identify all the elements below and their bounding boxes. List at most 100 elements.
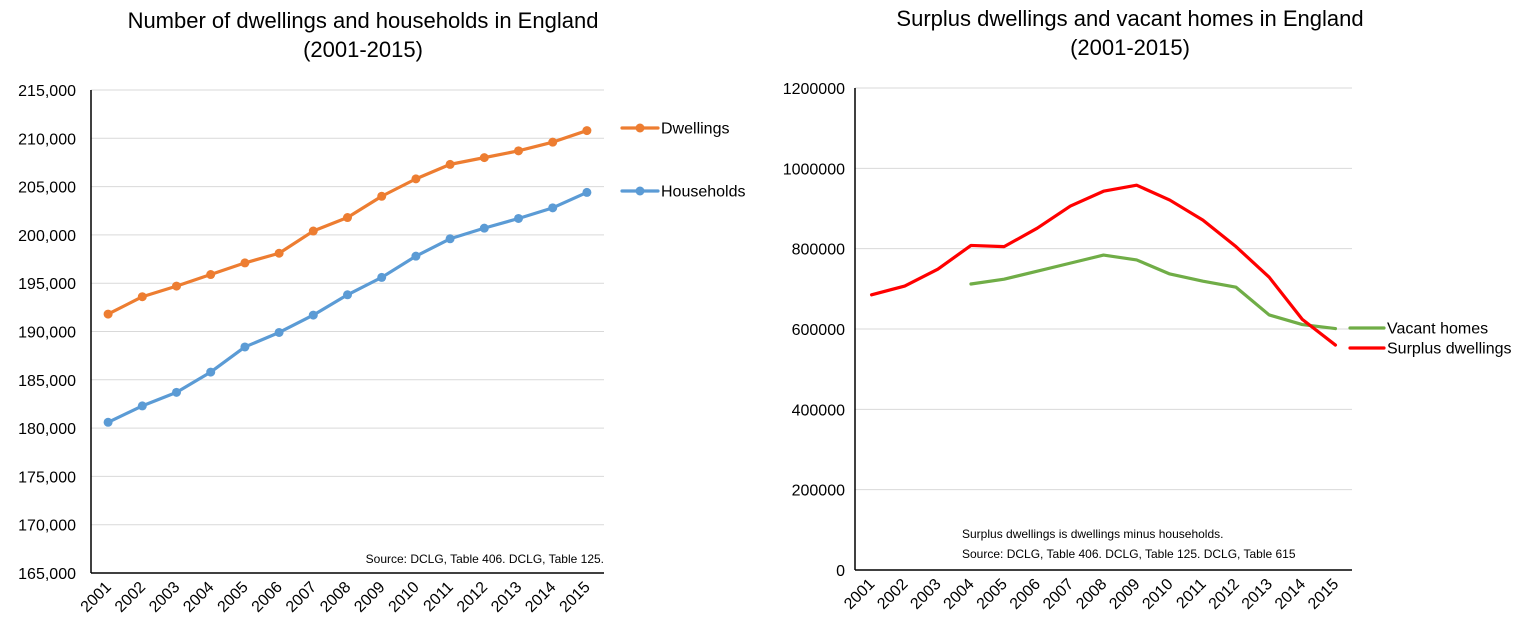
chart1-gridlines: [91, 89, 604, 526]
chart1-title: Number of dwellings and households in En…: [128, 8, 599, 33]
x-tick-label: 2015: [1305, 576, 1342, 613]
y-tick-label: 1000000: [783, 161, 845, 178]
y-tick-label: 600000: [792, 322, 845, 339]
legend-label: Surplus dwellings: [1387, 341, 1512, 358]
chart1-source-note: Source: DCLG, Table 406. DCLG, Table 125…: [366, 552, 604, 566]
series-line-vacant-homes: [969, 253, 1338, 331]
y-tick-label: 800000: [792, 242, 845, 259]
data-point-households: [206, 367, 216, 377]
y-tick-label: 200000: [792, 483, 845, 500]
x-tick-label: 2005: [215, 579, 252, 616]
x-tick-label: 2001: [841, 576, 878, 613]
chart2-title: Surplus dwellings and vacant homes in En…: [896, 6, 1363, 31]
chart1-legend: Dwellings Households: [620, 121, 746, 201]
data-point-dwellings: [274, 248, 284, 258]
chart2-series: [869, 183, 1338, 347]
chart1-y-tick-labels: 165,000 170,000 175,000 180,000 185,000 190,0…: [18, 83, 76, 583]
y-tick-label: 400000: [792, 402, 845, 419]
series-line-surplus-dwellings: [869, 183, 1338, 347]
data-point-dwellings: [172, 281, 181, 291]
data-point-households: [343, 290, 352, 300]
data-point-households: [274, 327, 284, 337]
data-point-dwellings: [103, 309, 113, 319]
data-point-households: [548, 203, 558, 213]
chart-surplus-vacant: Surplus dwellings and vacant homes in En…: [783, 6, 1512, 613]
x-tick-label: 2011: [1173, 576, 1209, 612]
chart2-subtitle: (2001-2015): [1070, 35, 1190, 60]
data-point-dwellings: [137, 292, 147, 302]
y-tick-label: 190,000: [18, 325, 76, 342]
x-tick-label: 2003: [146, 579, 183, 616]
x-tick-label: 2013: [488, 579, 525, 616]
y-tick-label: 180,000: [18, 421, 76, 438]
x-tick-label: 2007: [283, 579, 320, 616]
chart2-legend: Vacant homes Surplus dwellings: [1348, 321, 1512, 358]
x-tick-label: 2006: [249, 579, 286, 616]
chart1-x-tick-labels: 2001200220032004200520062007200820092010…: [78, 579, 594, 616]
data-point-households: [172, 387, 181, 397]
data-point-households: [308, 310, 318, 320]
x-tick-label: 2011: [421, 579, 457, 615]
x-tick-label: 2008: [317, 579, 354, 616]
x-tick-label: 2012: [454, 579, 491, 616]
data-point-households: [479, 223, 489, 233]
x-tick-label: 2014: [1272, 576, 1309, 613]
data-point-dwellings: [343, 213, 352, 223]
legend-label: Dwellings: [661, 121, 729, 138]
x-tick-label: 2009: [351, 579, 388, 616]
y-tick-label: 210,000: [18, 131, 76, 148]
chart2-y-tick-labels: 0 200000 400000 600000 800000 1000000 1200000: [783, 81, 845, 580]
legend-marker: [635, 123, 645, 133]
data-point-households: [137, 401, 147, 411]
x-tick-label: 2013: [1239, 576, 1276, 613]
y-tick-label: 200,000: [18, 228, 76, 245]
x-tick-label: 2002: [112, 579, 149, 616]
x-tick-label: 2015: [557, 579, 594, 616]
chart2-gridlines: [855, 87, 1352, 491]
x-tick-label: 2010: [1139, 576, 1176, 613]
series-line-households: [106, 190, 589, 424]
y-tick-label: 195,000: [18, 276, 76, 293]
x-tick-label: 2002: [874, 576, 911, 613]
data-point-dwellings: [206, 270, 216, 280]
y-tick-label: 205,000: [18, 180, 76, 197]
x-tick-label: 2007: [1040, 576, 1077, 613]
y-tick-label: 215,000: [18, 83, 76, 100]
data-point-households: [411, 251, 421, 261]
legend-marker: [635, 186, 645, 196]
data-point-dwellings: [548, 137, 558, 147]
data-point-households: [514, 213, 523, 223]
chart-dwellings-households: Number of dwellings and households in En…: [18, 8, 745, 616]
y-tick-label: 165,000: [18, 566, 76, 583]
y-tick-label: 170,000: [18, 518, 76, 535]
x-tick-label: 2005: [974, 576, 1011, 613]
y-tick-label: 175,000: [18, 469, 76, 486]
x-tick-label: 2004: [180, 579, 217, 616]
data-point-dwellings: [411, 174, 421, 184]
chart2-note: Surplus dwellings is dwellings minus hou…: [962, 527, 1223, 541]
x-tick-label: 2010: [386, 579, 423, 616]
data-point-households: [582, 187, 592, 197]
x-tick-label: 2003: [907, 576, 944, 613]
x-tick-label: 2009: [1106, 576, 1143, 613]
data-point-dwellings: [240, 258, 250, 268]
data-point-dwellings: [308, 226, 318, 236]
legend-label: Households: [661, 184, 746, 201]
data-point-dwellings: [479, 153, 489, 163]
data-point-households: [445, 234, 455, 244]
data-point-households: [240, 342, 250, 352]
x-tick-label: 2008: [1073, 576, 1110, 613]
data-point-dwellings: [445, 159, 455, 169]
x-tick-label: 2001: [78, 579, 115, 616]
x-tick-label: 2006: [1007, 576, 1044, 613]
legend-label: Vacant homes: [1387, 321, 1488, 338]
data-point-dwellings: [582, 126, 592, 136]
y-tick-label: 1200000: [783, 81, 845, 98]
chart1-subtitle: (2001-2015): [303, 37, 423, 62]
y-tick-label: 185,000: [18, 373, 76, 390]
y-tick-label: 0: [836, 563, 845, 580]
chart1-series: [103, 126, 592, 427]
x-tick-label: 2014: [522, 579, 559, 616]
